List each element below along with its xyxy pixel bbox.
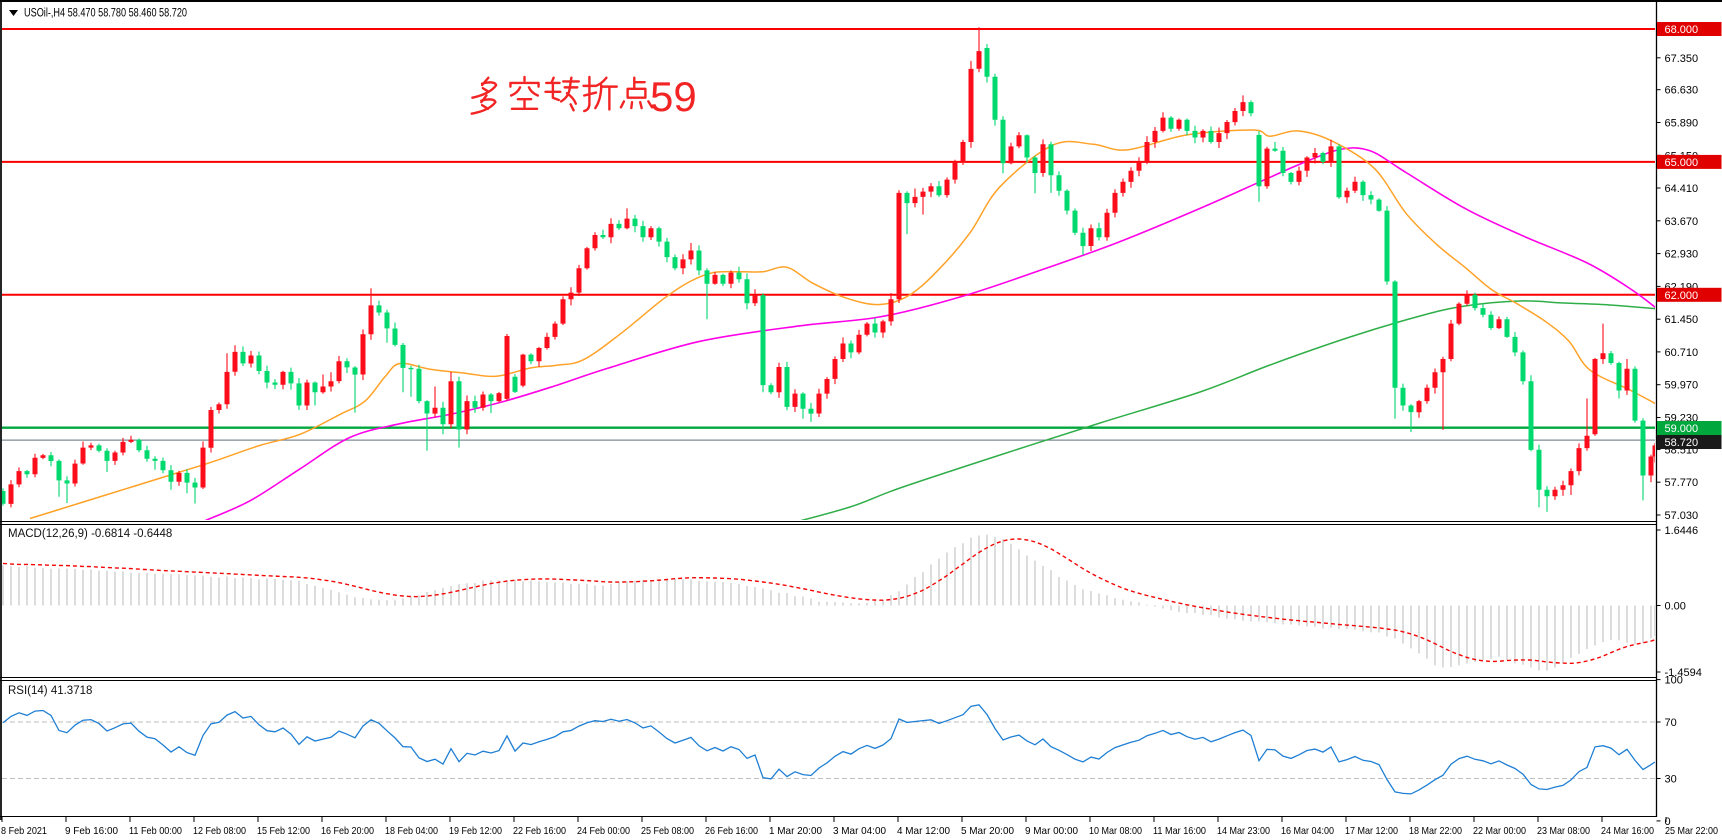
svg-text:16 Feb 20:00: 16 Feb 20:00 (321, 825, 374, 837)
svg-text:19 Feb 12:00: 19 Feb 12:00 (449, 825, 502, 837)
svg-text:4 Mar 12:00: 4 Mar 12:00 (897, 825, 950, 837)
svg-text:60.710: 60.710 (1665, 347, 1699, 359)
svg-text:18 Mar 22:00: 18 Mar 22:00 (1409, 825, 1462, 837)
svg-text:5 Mar 20:00: 5 Mar 20:00 (961, 825, 1014, 837)
svg-text:RSI(14) 41.3718: RSI(14) 41.3718 (8, 685, 92, 697)
svg-text:9 Feb 16:00: 9 Feb 16:00 (65, 825, 118, 837)
svg-text:57.770: 57.770 (1665, 477, 1699, 489)
svg-text:26 Feb 16:00: 26 Feb 16:00 (705, 825, 758, 837)
svg-text:62.930: 62.930 (1665, 249, 1699, 261)
svg-text:59.000: 59.000 (1665, 423, 1699, 435)
svg-text:67.350: 67.350 (1665, 53, 1699, 65)
svg-text:57.030: 57.030 (1665, 510, 1699, 522)
svg-text:15 Feb 12:00: 15 Feb 12:00 (257, 825, 310, 837)
svg-text:18 Feb 04:00: 18 Feb 04:00 (385, 825, 438, 837)
svg-text:11 Feb 00:00: 11 Feb 00:00 (129, 825, 182, 837)
svg-text:25 Mar 22:00: 25 Mar 22:00 (1665, 825, 1718, 837)
svg-text:10 Mar 08:00: 10 Mar 08:00 (1089, 825, 1142, 837)
svg-text:59.970: 59.970 (1665, 380, 1699, 392)
svg-text:3 Mar 04:00: 3 Mar 04:00 (833, 825, 886, 837)
svg-text:68.000: 68.000 (1665, 24, 1699, 36)
svg-text:64.410: 64.410 (1665, 183, 1699, 195)
svg-text:11 Mar 16:00: 11 Mar 16:00 (1153, 825, 1206, 837)
svg-text:65.890: 65.890 (1665, 118, 1699, 130)
svg-text:63.670: 63.670 (1665, 216, 1699, 228)
svg-text:100: 100 (1665, 675, 1683, 687)
svg-text:24 Feb 00:00: 24 Feb 00:00 (577, 825, 630, 837)
svg-text:22 Feb 16:00: 22 Feb 16:00 (513, 825, 566, 837)
svg-text:1.6446: 1.6446 (1665, 525, 1699, 537)
svg-text:25 Feb 08:00: 25 Feb 08:00 (641, 825, 694, 837)
svg-text:23 Mar 08:00: 23 Mar 08:00 (1537, 825, 1590, 837)
svg-text:62.000: 62.000 (1665, 290, 1699, 302)
svg-text:USOil-,H4 58.470 58.780 58.46: USOil-,H4 58.470 58.780 58.460 58.720 (24, 8, 187, 20)
svg-text:61.450: 61.450 (1665, 314, 1699, 326)
svg-text:MACD(12,26,9) -0.6814 -0.6448: MACD(12,26,9) -0.6814 -0.6448 (8, 528, 172, 540)
svg-text:1 Mar 20:00: 1 Mar 20:00 (769, 825, 822, 837)
svg-text:70: 70 (1665, 717, 1677, 729)
svg-text:0.00: 0.00 (1665, 601, 1686, 613)
svg-text:24 Mar 16:00: 24 Mar 16:00 (1601, 825, 1654, 837)
svg-text:22 Mar 00:00: 22 Mar 00:00 (1473, 825, 1526, 837)
svg-text:14 Mar 23:00: 14 Mar 23:00 (1217, 825, 1270, 837)
svg-text:16 Mar 04:00: 16 Mar 04:00 (1281, 825, 1334, 837)
svg-text:9 Mar 00:00: 9 Mar 00:00 (1025, 825, 1078, 837)
svg-text:12 Feb 08:00: 12 Feb 08:00 (193, 825, 246, 837)
svg-text:30: 30 (1665, 774, 1677, 786)
svg-text:17 Mar 12:00: 17 Mar 12:00 (1345, 825, 1398, 837)
svg-text:-1.4594: -1.4594 (1665, 667, 1702, 679)
svg-text:0: 0 (1665, 816, 1671, 828)
svg-text:59: 59 (650, 73, 697, 120)
svg-text:66.630: 66.630 (1665, 85, 1699, 97)
svg-text:65.000: 65.000 (1665, 157, 1699, 169)
svg-text:58.720: 58.720 (1665, 437, 1699, 449)
svg-text:8 Feb 2021: 8 Feb 2021 (1, 825, 47, 837)
